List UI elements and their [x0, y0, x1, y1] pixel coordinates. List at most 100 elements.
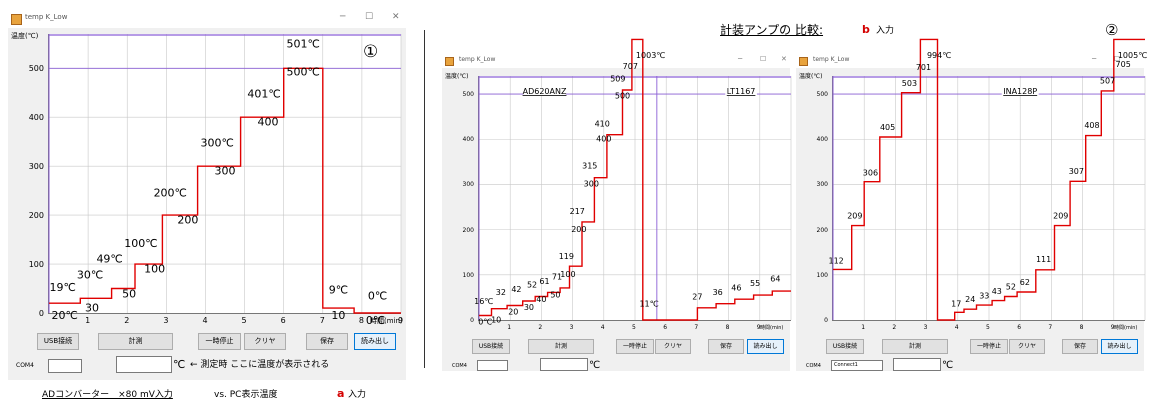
temperature-unit-label: ℃	[173, 358, 186, 371]
load-button[interactable]: 読み出し	[354, 333, 396, 350]
chart-plot: 112 209 306 405 503 701 994℃ 17 24 33 43 52 62 111 209…	[828, 38, 1147, 321]
usb-connect-button[interactable]: USB接続	[472, 339, 510, 354]
y-tick-label: 100	[816, 271, 828, 279]
save-button[interactable]: 保存	[306, 333, 348, 350]
load-button[interactable]: 読み出し	[747, 339, 784, 354]
x-tick-label: 3	[163, 316, 169, 325]
clear-button[interactable]: クリヤ	[244, 333, 286, 350]
data-label: 306	[863, 168, 878, 177]
app-icon	[11, 14, 22, 25]
y-tick-label: 500	[28, 64, 44, 74]
save-button[interactable]: 保存	[708, 339, 744, 354]
pause-button[interactable]: 一時停止	[198, 333, 241, 350]
data-label: 994℃	[927, 51, 951, 60]
x-tick-label: 1	[507, 324, 512, 331]
x-tick-label: 6	[663, 324, 668, 331]
app-window-2: temp K_Low ─ ☐ ✕ 温度(℃) 16℃ 0℃ 10 20 30 40 50 10…	[442, 38, 792, 371]
minimize-icon[interactable]: ─	[738, 55, 743, 63]
y-tick-label: 200	[462, 226, 474, 234]
temperature-display-field	[116, 356, 172, 373]
data-label: 300℃	[200, 137, 233, 150]
data-label: INA128P	[1003, 87, 1037, 96]
x-tick-label: 8	[1079, 324, 1084, 331]
x-tick-label: 4	[202, 316, 208, 325]
minimize-icon[interactable]: ─	[340, 12, 346, 22]
close-icon[interactable]: ✕	[392, 12, 400, 22]
clear-button[interactable]: クリヤ	[1009, 339, 1045, 354]
label-background	[725, 87, 757, 97]
label-background	[1001, 87, 1039, 97]
x-tick-label: 9	[1110, 324, 1115, 331]
caption-right-tag-text: 入力	[876, 26, 895, 36]
y-tick-label: 400	[28, 113, 44, 123]
data-label: 200℃	[154, 187, 187, 200]
close-icon[interactable]: ✕	[781, 55, 787, 63]
x-axis-unit-label: 時間(min)	[1114, 325, 1138, 331]
data-label: 27	[692, 293, 702, 302]
pause-button[interactable]: 一時停止	[616, 339, 654, 354]
data-label: 0℃	[478, 318, 492, 327]
data-label: 50	[122, 287, 136, 300]
chart-plot: 19℃ 20℃ 30℃ 30 49℃ 50 100℃ 100 200℃ 200 300℃ 300 401…	[48, 34, 402, 327]
minimize-icon[interactable]: ─	[1092, 55, 1097, 63]
data-label: 0℃	[368, 289, 387, 302]
data-label: 71	[552, 272, 562, 281]
caption-left-vs: vs. PC表示温度	[214, 390, 278, 400]
x-tick-label: 7	[319, 316, 325, 325]
usb-connect-button[interactable]: USB接続	[826, 339, 864, 354]
measure-button[interactable]: 計測	[882, 339, 948, 354]
vertical-divider	[424, 30, 425, 368]
measure-button[interactable]: 計測	[98, 333, 173, 350]
data-label: 209	[1053, 211, 1068, 220]
y-axis-unit-label: 温度(℃)	[11, 32, 39, 40]
data-label: 30℃	[77, 269, 103, 282]
maximize-icon[interactable]: ☐	[760, 55, 767, 63]
pause-button[interactable]: 一時停止	[970, 339, 1008, 354]
data-label: 100℃	[124, 237, 157, 250]
usb-connect-button[interactable]: USB接続	[37, 333, 79, 350]
data-label: 62	[1020, 278, 1030, 287]
maximize-icon[interactable]: ☐	[1114, 55, 1121, 63]
data-label: 0℃	[366, 314, 385, 327]
data-label: 200	[177, 213, 198, 226]
x-tick-label: 3	[569, 324, 574, 331]
data-label: 300	[584, 180, 599, 189]
y-axis-unit-label: 温度(℃)	[799, 73, 823, 80]
data-label: 36	[713, 288, 723, 297]
data-label: 30	[524, 303, 534, 312]
series-line	[479, 38, 791, 321]
data-label: 10	[331, 309, 345, 322]
data-label: 112	[828, 257, 843, 266]
data-label: 400	[596, 135, 611, 144]
data-label: 701	[916, 63, 931, 72]
data-label: 500	[615, 92, 630, 101]
data-label: 111	[1036, 255, 1051, 264]
data-label: 1005℃	[1118, 51, 1147, 60]
title-bar: temp K_Low ─ ☐	[796, 54, 1144, 68]
y-tick-label: 200	[816, 226, 828, 234]
x-tick-label: 9	[398, 316, 404, 325]
y-tick-label: 100	[28, 260, 44, 270]
save-button[interactable]: 保存	[1062, 339, 1098, 354]
x-tick-label: 5	[986, 324, 990, 331]
com-port-field[interactable]	[48, 359, 82, 373]
clear-button[interactable]: クリヤ	[655, 339, 691, 354]
y-tick-label: 0	[38, 309, 44, 318]
measure-button[interactable]: 計測	[528, 339, 594, 354]
data-label: 401℃	[247, 88, 280, 101]
load-button[interactable]: 読み出し	[1101, 339, 1138, 354]
y-tick-label: 400	[462, 136, 474, 144]
data-label: 119	[559, 252, 574, 261]
x-tick-label: 2	[892, 324, 897, 331]
data-label: 217	[570, 207, 585, 216]
connect-status-field[interactable]: Connect1	[831, 360, 883, 371]
label-background	[523, 87, 566, 97]
data-label: 55	[750, 279, 760, 288]
x-tick-label: 4	[954, 324, 959, 331]
x-tick-label: 3	[923, 324, 928, 331]
com-port-field[interactable]	[477, 360, 508, 371]
caption-left-text: ADコンバーター ×80 mV入力	[42, 390, 173, 400]
maximize-icon[interactable]: ☐	[365, 12, 374, 22]
x-tick-label: 4	[600, 324, 605, 331]
